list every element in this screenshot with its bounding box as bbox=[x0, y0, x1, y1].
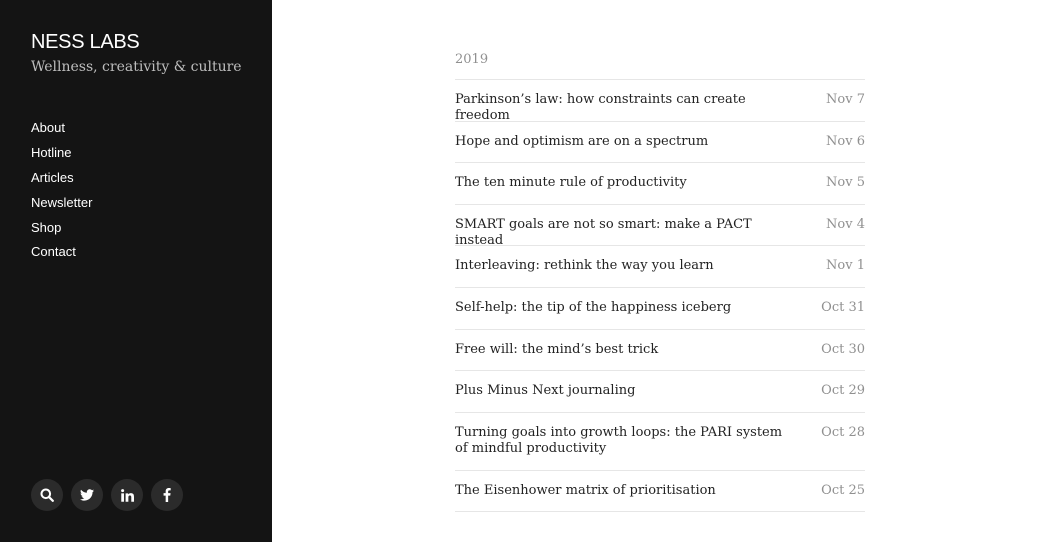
search-button[interactable] bbox=[31, 479, 63, 511]
post-date: Nov 6 bbox=[826, 133, 865, 149]
nav-item-about: About bbox=[31, 118, 92, 143]
post-date: Oct 31 bbox=[821, 299, 865, 315]
post-title-link[interactable]: Plus Minus Next journaling bbox=[455, 383, 636, 399]
main-nav: About Hotline Articles Newsletter Shop C… bbox=[31, 118, 92, 267]
post-title-link[interactable]: Self-help: the tip of the happiness iceb… bbox=[455, 299, 732, 315]
post-row: Plus Minus Next journaling Oct 29 bbox=[455, 371, 865, 413]
post-row: Hope and optimism are on a spectrum Nov … bbox=[455, 122, 865, 164]
nav-item-newsletter: Newsletter bbox=[31, 193, 92, 218]
post-row: Turning goals into growth loops: the PAR… bbox=[455, 413, 865, 471]
archive-year: 2019 bbox=[455, 50, 865, 80]
nav-link-shop[interactable]: Shop bbox=[31, 219, 62, 235]
post-title-link[interactable]: The ten minute rule of productivity bbox=[455, 175, 687, 191]
search-icon bbox=[40, 488, 54, 502]
post-date: Oct 28 bbox=[821, 424, 865, 440]
post-title-link[interactable]: Free will: the mind’s best trick bbox=[455, 341, 659, 357]
post-row: The Eisenhower matrix of prioritisation … bbox=[455, 471, 865, 513]
linkedin-icon bbox=[120, 488, 134, 502]
post-date: Nov 1 bbox=[826, 258, 865, 274]
post-row: The ten minute rule of productivity Nov … bbox=[455, 163, 865, 205]
post-row: Free will: the mind’s best trick Oct 30 bbox=[455, 330, 865, 372]
post-date: Oct 30 bbox=[821, 341, 865, 357]
nav-link-articles[interactable]: Articles bbox=[31, 169, 74, 185]
post-title-link[interactable]: Turning goals into growth loops: the PAR… bbox=[455, 424, 783, 456]
post-date: Nov 5 bbox=[826, 175, 865, 191]
post-title-link[interactable]: SMART goals are not so smart: make a PAC… bbox=[455, 216, 752, 248]
site-tagline: Wellness, creativity & culture bbox=[31, 59, 242, 75]
facebook-button[interactable] bbox=[151, 479, 183, 511]
sidebar: NESS LABS Wellness, creativity & culture… bbox=[0, 0, 272, 542]
nav-link-newsletter[interactable]: Newsletter bbox=[31, 194, 93, 210]
post-date: Nov 7 bbox=[826, 92, 865, 107]
linkedin-button[interactable] bbox=[111, 479, 143, 511]
post-row: SMART goals are not so smart: make a PAC… bbox=[455, 205, 865, 248]
post-row: Self-help: the tip of the happiness iceb… bbox=[455, 288, 865, 330]
social-bar bbox=[31, 479, 183, 511]
post-list: Parkinson’s law: how constraints can cre… bbox=[455, 80, 865, 513]
post-title-link[interactable]: The Eisenhower matrix of prioritisation bbox=[455, 482, 716, 498]
site-title[interactable]: NESS LABS bbox=[31, 31, 140, 53]
archive-main: 2019 Parkinson’s law: how constraints ca… bbox=[455, 50, 865, 513]
post-date: Oct 29 bbox=[821, 383, 865, 399]
post-title-link[interactable]: Interleaving: rethink the way you learn bbox=[455, 258, 714, 274]
twitter-icon bbox=[80, 489, 94, 501]
post-title-link[interactable]: Parkinson’s law: how constraints can cre… bbox=[455, 92, 746, 123]
nav-item-hotline: Hotline bbox=[31, 143, 92, 168]
nav-item-articles: Articles bbox=[31, 168, 92, 193]
nav-item-shop: Shop bbox=[31, 218, 92, 243]
post-row: Parkinson’s law: how constraints can cre… bbox=[455, 80, 865, 123]
facebook-icon bbox=[163, 488, 171, 502]
nav-link-contact[interactable]: Contact bbox=[31, 244, 76, 260]
twitter-button[interactable] bbox=[71, 479, 103, 511]
post-date: Nov 4 bbox=[826, 216, 865, 232]
post-row: Interleaving: rethink the way you learn … bbox=[455, 246, 865, 288]
nav-link-about[interactable]: About bbox=[31, 120, 65, 135]
post-date: Oct 25 bbox=[821, 482, 865, 498]
nav-item-contact: Contact bbox=[31, 242, 92, 267]
post-title-link[interactable]: Hope and optimism are on a spectrum bbox=[455, 133, 709, 149]
nav-link-hotline[interactable]: Hotline bbox=[31, 144, 72, 160]
